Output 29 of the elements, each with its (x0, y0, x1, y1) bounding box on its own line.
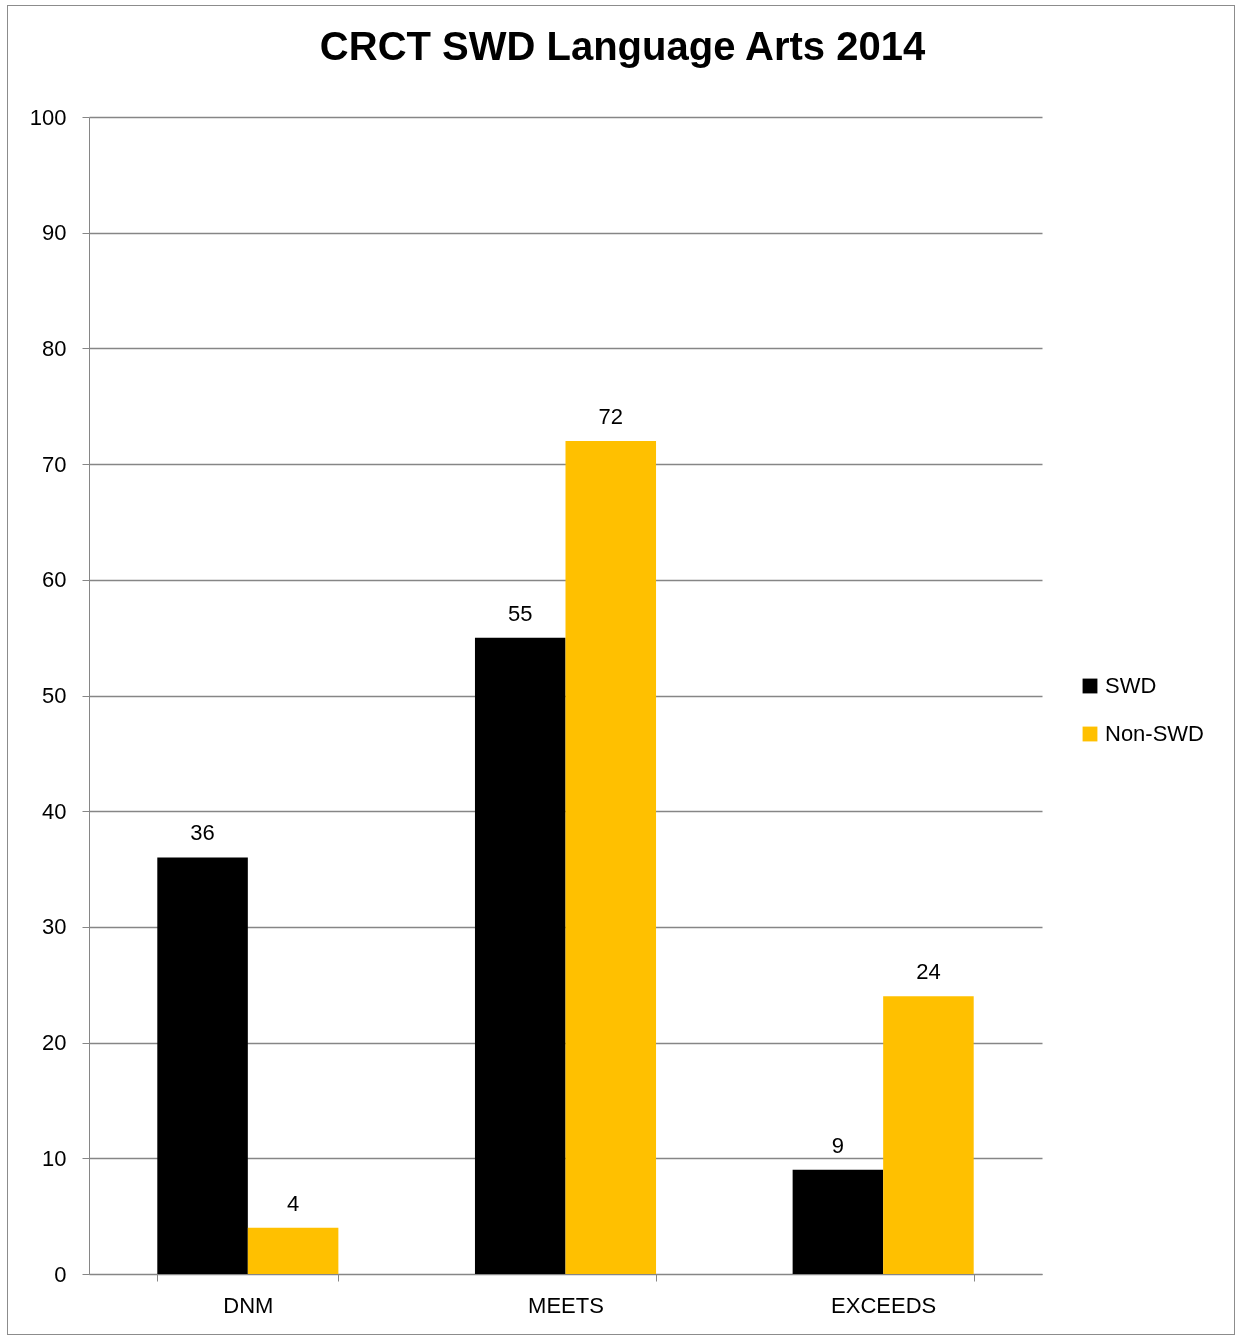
y-tick-label: 60 (42, 567, 67, 593)
bar (792, 1169, 884, 1274)
data-label: 36 (190, 820, 215, 846)
data-label: 72 (598, 403, 624, 429)
bar (565, 440, 657, 1274)
y-tick-label: 20 (42, 1030, 67, 1056)
y-tick-label: 10 (42, 1145, 67, 1171)
x-tick-label: EXCEEDS (831, 1292, 937, 1318)
bar (883, 996, 974, 1274)
y-tick-label: 40 (42, 798, 67, 824)
data-label: 55 (507, 600, 533, 626)
legend-label: Non-SWD (1105, 721, 1205, 746)
y-tick-label: 70 (42, 451, 67, 477)
y-tick-label: 0 (54, 1261, 67, 1287)
legend-label: SWD (1105, 673, 1157, 698)
chart-title: CRCT SWD Language Arts 2014 (319, 24, 926, 68)
y-tick-label: 50 (42, 683, 67, 708)
x-tick-label: DNM (223, 1292, 274, 1318)
y-tick-label: 90 (42, 220, 67, 246)
y-tick-label: 80 (42, 335, 67, 361)
bar (157, 857, 248, 1274)
y-tick-label: 30 (42, 914, 67, 940)
data-label: 4 (286, 1190, 300, 1216)
data-label: 24 (916, 959, 941, 985)
bar (247, 1227, 339, 1274)
y-tick-label: 100 (29, 104, 67, 130)
bar (474, 637, 566, 1274)
x-tick-label: MEETS (528, 1292, 604, 1318)
data-label: 9 (831, 1132, 845, 1158)
